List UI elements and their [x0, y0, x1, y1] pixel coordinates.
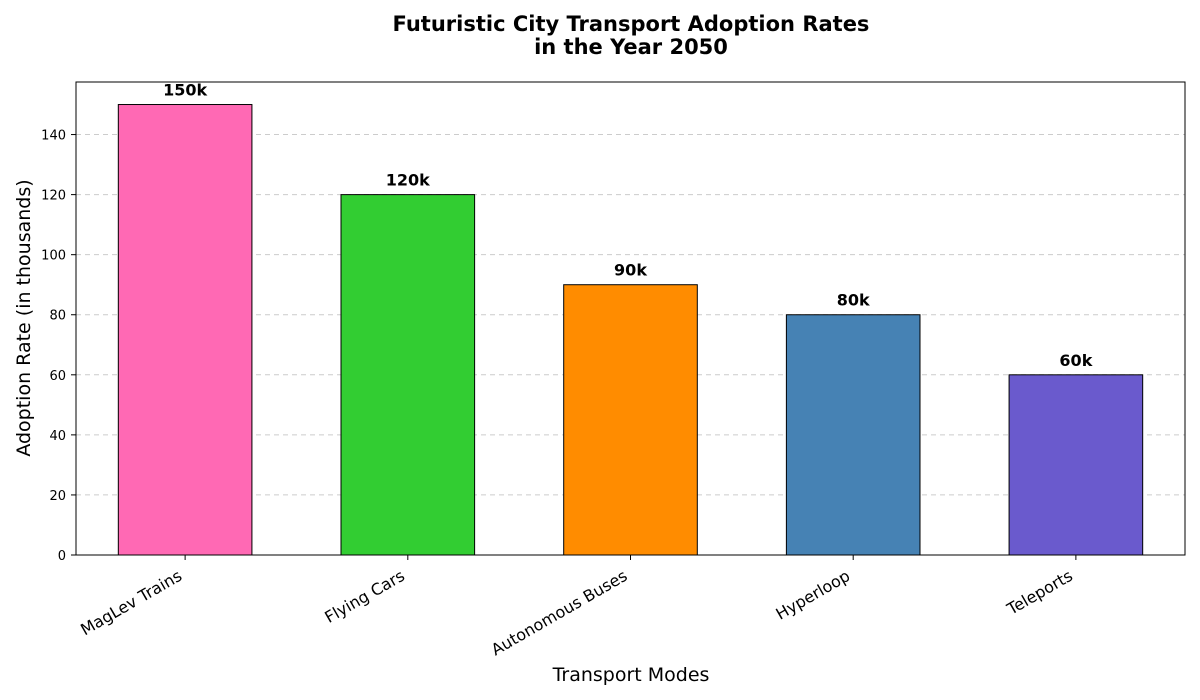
y-tick-label: 80 — [49, 309, 66, 324]
x-tick-label: Hyperloop — [772, 566, 853, 624]
y-tick-label: 40 — [49, 429, 66, 444]
data-label: 60k — [1059, 351, 1092, 370]
data-label: 150k — [163, 81, 207, 100]
chart-title-line-1: Futuristic City Transport Adoption Rates — [393, 12, 870, 36]
y-tick-label: 20 — [49, 489, 66, 504]
y-axis-ticks: 0 20 40 60 80 100 120 140 — [41, 129, 76, 564]
x-tick-label: Teleports — [1003, 566, 1076, 619]
x-axis-label: Transport Modes — [552, 664, 710, 686]
bar-3 — [785, 314, 921, 556]
bar-1 — [340, 194, 476, 556]
y-tick-label: 120 — [41, 189, 66, 204]
y-tick-label: 0 — [58, 549, 66, 564]
y-tick-label: 60 — [49, 369, 66, 384]
data-label: 90k — [614, 261, 647, 280]
x-axis-ticks: MagLev Trains Flying Cars Autonomous Buses… — [77, 555, 1077, 659]
data-labels: 150k 120k 90k 80k 60k — [163, 81, 1093, 370]
bar-4 — [1008, 374, 1144, 556]
y-axis-label: Adoption Rate (in thousands) — [13, 179, 35, 456]
data-label: 120k — [386, 171, 430, 190]
x-tick-label: MagLev Trains — [77, 566, 185, 639]
bar-2 — [563, 284, 698, 556]
grid-lines — [76, 134, 1185, 496]
x-tick-label: Autonomous Buses — [488, 566, 631, 659]
chart-title-line-2: in the Year 2050 — [534, 35, 728, 59]
bars — [117, 104, 1144, 556]
x-tick-label: Flying Cars — [321, 566, 407, 627]
y-tick-label: 140 — [41, 129, 66, 144]
bar-0 — [117, 104, 253, 556]
data-label: 80k — [837, 291, 870, 310]
y-tick-label: 100 — [41, 249, 66, 264]
